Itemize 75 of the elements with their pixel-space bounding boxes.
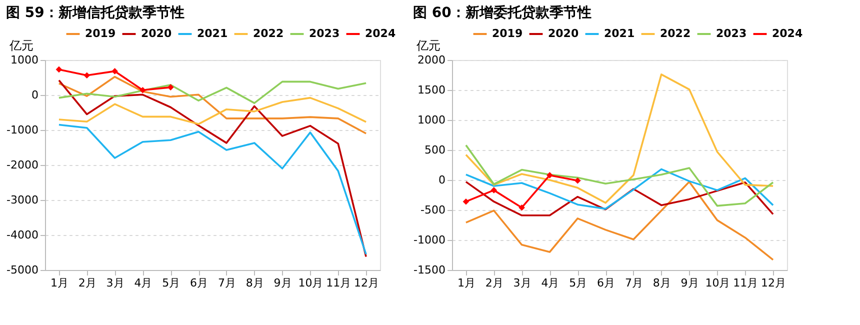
legend-label: 2023	[716, 27, 747, 40]
point	[56, 66, 62, 73]
line-series	[465, 74, 774, 204]
legend-label: 2021	[197, 27, 228, 40]
line-series	[58, 76, 367, 134]
x-tick-label: 1月	[457, 276, 476, 290]
y-tick-label: -4000	[6, 228, 38, 242]
legend-label: 2019	[492, 27, 523, 40]
legend-label: 2022	[660, 27, 691, 40]
x-tick-label: 2月	[78, 276, 96, 290]
y-tick-label: -1000	[6, 124, 38, 136]
y-tick-label: 2000	[418, 54, 446, 66]
x-tick-label: 10月	[298, 276, 324, 290]
point	[140, 86, 146, 94]
x-tick-label: 4月	[134, 276, 152, 290]
legend-label: 2020	[548, 27, 579, 40]
y-axis-title: 亿元	[416, 38, 440, 52]
x-tick-label: 2月	[485, 276, 504, 290]
x-tick-label: 1月	[50, 276, 68, 290]
x-tick-label: 10月	[705, 276, 730, 290]
x-tick-label: 9月	[274, 276, 292, 290]
x-tick-label: 7月	[218, 276, 236, 290]
x-tick-label: 6月	[190, 276, 208, 290]
line-series	[465, 144, 774, 207]
point	[462, 198, 470, 205]
y-tick-label: -1500	[414, 264, 446, 276]
legend-label: 2022	[253, 27, 284, 40]
x-tick-label: 12月	[354, 276, 380, 290]
x-tick-label: 8月	[246, 276, 264, 290]
line-series	[465, 180, 774, 216]
point	[84, 72, 90, 79]
x-tick-label: 5月	[162, 276, 180, 290]
y-tick-label: 0	[438, 174, 446, 186]
point	[518, 204, 525, 211]
y-tick-label: -2000	[6, 158, 38, 172]
y-tick-label: -500	[420, 204, 446, 216]
x-tick-label: 3月	[513, 276, 532, 290]
x-tick-label: 5月	[569, 276, 588, 290]
x-tick-label: 4月	[541, 276, 560, 290]
y-tick-label: 500	[424, 144, 446, 156]
legend-label: 2021	[604, 27, 635, 40]
x-tick-label: 6月	[597, 276, 616, 290]
point	[112, 68, 118, 74]
x-tick-label: 11月	[326, 276, 352, 290]
line-series	[58, 124, 367, 256]
x-tick-label: 3月	[106, 276, 124, 290]
y-tick-label: 1000	[418, 114, 446, 126]
line-series	[465, 180, 774, 261]
y-tick-label: 0	[32, 88, 38, 102]
y-axis-title: 亿元	[8, 38, 34, 52]
line-series	[58, 96, 367, 125]
x-tick-label: 8月	[652, 276, 671, 290]
line-series	[465, 168, 774, 210]
legend-label: 2024	[772, 27, 803, 40]
y-tick-label: 1000	[10, 54, 38, 66]
chart-title: 图 60：新增委托贷款季节性	[413, 4, 592, 21]
point	[546, 172, 553, 178]
point	[574, 177, 581, 184]
legend-label: 2019	[85, 27, 116, 40]
point	[490, 187, 498, 194]
line-series	[58, 79, 367, 258]
x-tick-label: 11月	[733, 276, 758, 290]
y-tick-label: -5000	[6, 264, 38, 276]
line-series	[58, 80, 367, 104]
point	[167, 84, 174, 90]
y-tick-label: -1000	[414, 234, 446, 246]
legend-label: 2020	[141, 27, 172, 40]
chart-title: 图 59：新增信托贷款季节性	[6, 4, 184, 21]
y-tick-label: -3000	[6, 194, 38, 206]
x-tick-label: 7月	[624, 276, 643, 290]
legend-label: 2023	[309, 27, 340, 40]
y-tick-label: 1500	[418, 84, 446, 96]
x-tick-label: 9月	[680, 276, 699, 290]
legend-label: 2024	[365, 27, 396, 40]
x-tick-label: 12月	[761, 276, 786, 290]
